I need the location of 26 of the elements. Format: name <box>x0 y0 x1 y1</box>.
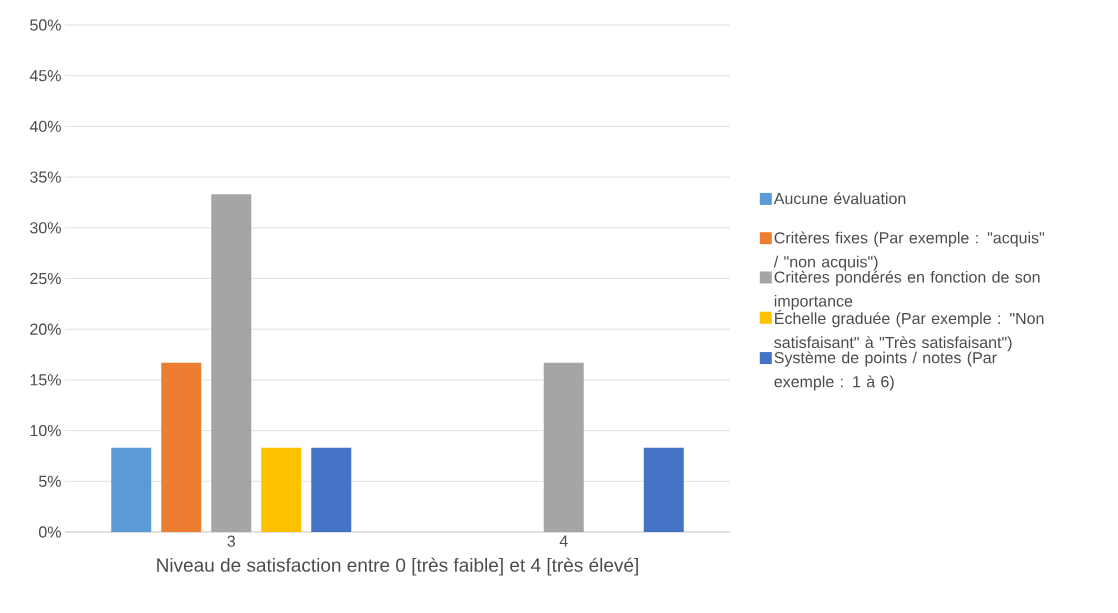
bar <box>211 194 252 532</box>
y-tick-label: 10% <box>30 424 61 437</box>
y-tick-label: 50% <box>30 19 61 31</box>
x-axis-title: Niveau de satisfaction entre 0 [très faible] et 4 [très élevé] <box>157 557 638 576</box>
y-tick-label: 40% <box>29 120 61 133</box>
bar <box>161 362 202 532</box>
legend-label: Échelle graduée (Par exemple : "Non satisfaisant" à "Très satisfaisant") <box>774 310 1044 352</box>
legend-label: Aucune évaluation <box>773 192 906 205</box>
bar <box>111 447 152 532</box>
y-tick-label: 20% <box>30 323 61 335</box>
bar <box>311 447 352 532</box>
bar <box>643 447 684 532</box>
y-tick-label: 30% <box>30 222 61 234</box>
y-tick-label: 15% <box>30 374 61 386</box>
y-tick-label: 45% <box>29 70 61 82</box>
y-tick-label: 5% <box>39 475 61 487</box>
y-tick-label: 0% <box>38 526 61 538</box>
legend-label: Critères fixes (Par exemple : "acquis" / "non acquis") <box>773 231 1045 271</box>
y-tick-label: 35% <box>30 171 61 183</box>
x-tick-label: 3 <box>227 535 236 547</box>
legend-label: Système de points / notes (Par exemple : 1 à 6) <box>774 351 997 391</box>
legend-label: Critères pondérés en fonction de son importance <box>774 270 1040 310</box>
bar <box>261 447 302 532</box>
x-tick-label: 4 <box>559 535 568 547</box>
bar <box>543 362 584 532</box>
y-tick-label: 25% <box>30 272 61 285</box>
